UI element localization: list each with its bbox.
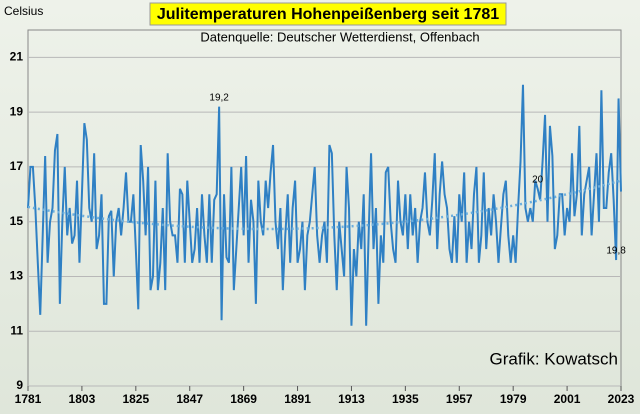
- y-tick-label: 9: [16, 378, 23, 392]
- y-tick-label: 21: [10, 50, 24, 64]
- x-tick-label: 1957: [446, 392, 473, 406]
- title-box: [149, 2, 507, 26]
- x-tick-label: 2023: [608, 392, 635, 406]
- x-tick-label: 1825: [122, 392, 149, 406]
- x-tick-label: 1869: [230, 392, 257, 406]
- y-tick-label: 13: [10, 269, 24, 283]
- x-tick-label: 1781: [15, 392, 42, 406]
- y-tick-label: 15: [10, 214, 24, 228]
- chart-title: Julitemperaturen Hohenpeißenberg seit 17…: [157, 6, 499, 23]
- data-label: 19,8: [606, 246, 626, 257]
- x-tick-label: 1891: [284, 392, 311, 406]
- x-tick-label: 1935: [392, 392, 419, 406]
- annotation: Grafik: Kowatsch: [490, 349, 619, 368]
- x-tick-label: 1979: [500, 392, 527, 406]
- y-axis-title: Celsius: [4, 4, 43, 18]
- chart-subtitle: Datenquelle: Deutscher Wetterdienst, Off…: [200, 29, 479, 44]
- data-label: 19,2: [209, 92, 229, 103]
- y-tick-label: 17: [10, 159, 24, 173]
- data-line: [27, 84, 622, 326]
- x-tick-label: 1913: [338, 392, 365, 406]
- x-tick-label: 1803: [69, 392, 96, 406]
- x-tick-label: 1847: [176, 392, 203, 406]
- y-tick-label: 19: [10, 104, 24, 118]
- x-tick-label: 2001: [554, 392, 581, 406]
- data-label: 20: [532, 174, 544, 185]
- y-tick-label: 11: [10, 323, 23, 337]
